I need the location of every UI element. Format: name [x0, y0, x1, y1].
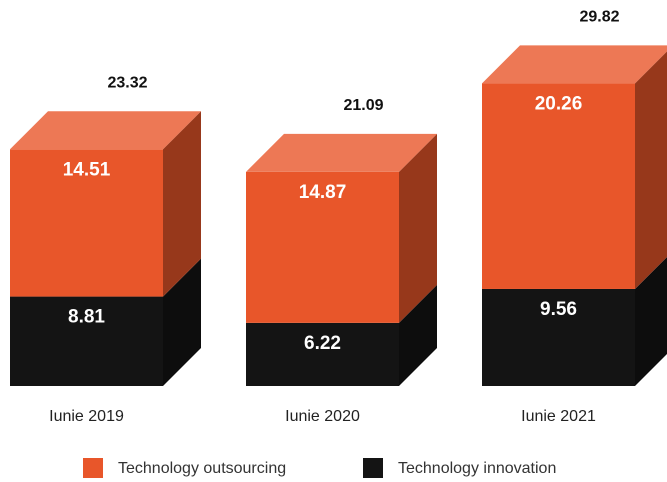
x-tick-label: Iunie 2021	[521, 408, 596, 425]
bar	[482, 83, 635, 289]
legend-swatch	[83, 458, 103, 478]
data-label: 8.81	[68, 307, 105, 328]
bar-side	[635, 51, 667, 289]
total-label: 23.32	[107, 75, 147, 92]
bar	[482, 288, 635, 386]
total-label: 21.09	[343, 97, 383, 114]
legend-label: Technology outsourcing	[118, 460, 286, 477]
bar	[246, 322, 399, 386]
bar-top	[10, 111, 201, 150]
bar	[246, 171, 399, 323]
x-tick-label: Iunie 2019	[49, 408, 124, 425]
data-label: 20.26	[535, 93, 583, 114]
x-tick-label: Iunie 2020	[285, 408, 360, 425]
bar-side	[399, 284, 437, 386]
bar-side	[163, 111, 201, 297]
total-label: 29.82	[579, 9, 619, 26]
bar-top	[482, 45, 667, 84]
data-label: 9.56	[540, 299, 577, 320]
bar-side	[635, 256, 667, 386]
bar-side	[163, 258, 201, 386]
data-label: 6.22	[304, 333, 341, 354]
bar	[10, 149, 163, 297]
legend-label: Technology innovation	[398, 460, 556, 477]
legend-swatch	[363, 458, 383, 478]
bar	[10, 296, 163, 386]
data-label: 14.51	[63, 159, 111, 180]
bar-side	[399, 133, 437, 323]
data-label: 14.87	[299, 182, 347, 203]
bar-top	[246, 133, 437, 172]
